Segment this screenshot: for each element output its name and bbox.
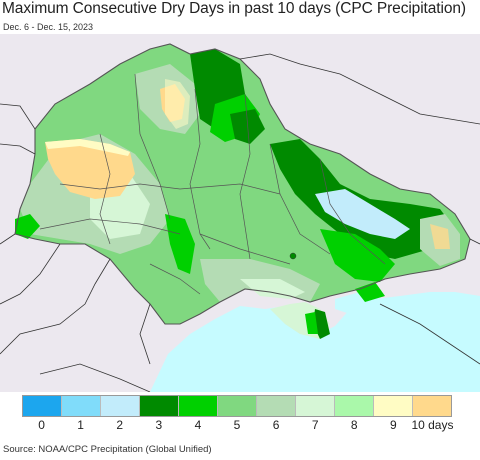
crimea-bright bbox=[305, 312, 318, 334]
legend-tick-label: 1 bbox=[77, 418, 84, 432]
legend-swatch-3 bbox=[140, 396, 179, 416]
country-borders bbox=[0, 53, 480, 392]
region-east-light-blue bbox=[315, 189, 410, 239]
legend-tick-label: 10 days bbox=[411, 418, 454, 432]
color-legend bbox=[22, 395, 452, 417]
map-title: Maximum Consecutive Dry Days in past 10 … bbox=[2, 0, 466, 17]
city-marker bbox=[289, 252, 297, 260]
region-orange bbox=[45, 139, 135, 199]
legend-swatch-7 bbox=[296, 396, 335, 416]
legend-tick-label: 3 bbox=[155, 418, 163, 432]
legend-swatch-5 bbox=[218, 396, 257, 416]
region-east-bright bbox=[320, 229, 395, 282]
region-east-orange bbox=[430, 224, 450, 249]
legend-tick-label: 0 bbox=[38, 418, 45, 432]
region-south-pale bbox=[240, 279, 305, 299]
legend-tick-label: 5 bbox=[233, 418, 241, 432]
legend-tick-label: 2 bbox=[116, 418, 124, 432]
region-central bbox=[175, 149, 300, 259]
legend-swatch-4 bbox=[179, 396, 218, 416]
region-se-bright bbox=[355, 282, 385, 302]
legend-swatch-9 bbox=[374, 396, 413, 416]
legend-swatch-1 bbox=[62, 396, 101, 416]
map-subtitle: Dec. 6 - Dec. 15, 2023 bbox=[3, 22, 94, 32]
region-sw-dark bbox=[15, 214, 40, 239]
dry-days-map bbox=[0, 34, 480, 392]
oblast-borders bbox=[14, 43, 471, 325]
legend-swatch-2 bbox=[101, 396, 140, 416]
legend-swatch-8 bbox=[335, 396, 374, 416]
legend-tick-label: 7 bbox=[311, 418, 319, 432]
legend-ticks: 0 1 2 3 4 5 6 7 8 9 10 days bbox=[22, 418, 454, 434]
legend-swatch-10 bbox=[413, 396, 451, 416]
legend-tick-label: 8 bbox=[350, 418, 358, 432]
legend-tick-label: 9 bbox=[390, 418, 397, 432]
legend-swatch-6 bbox=[257, 396, 296, 416]
black-sea bbox=[150, 292, 480, 392]
legend-tick-label: 6 bbox=[272, 418, 280, 432]
legend-swatch-0 bbox=[23, 396, 62, 416]
source-note: Source: NOAA/CPC Precipitation (Global U… bbox=[3, 444, 212, 455]
region-yellow-edge bbox=[45, 139, 130, 156]
legend-tick-label: 4 bbox=[194, 418, 202, 432]
region-sw-bright bbox=[165, 214, 195, 274]
region-north-yellow bbox=[165, 79, 190, 129]
